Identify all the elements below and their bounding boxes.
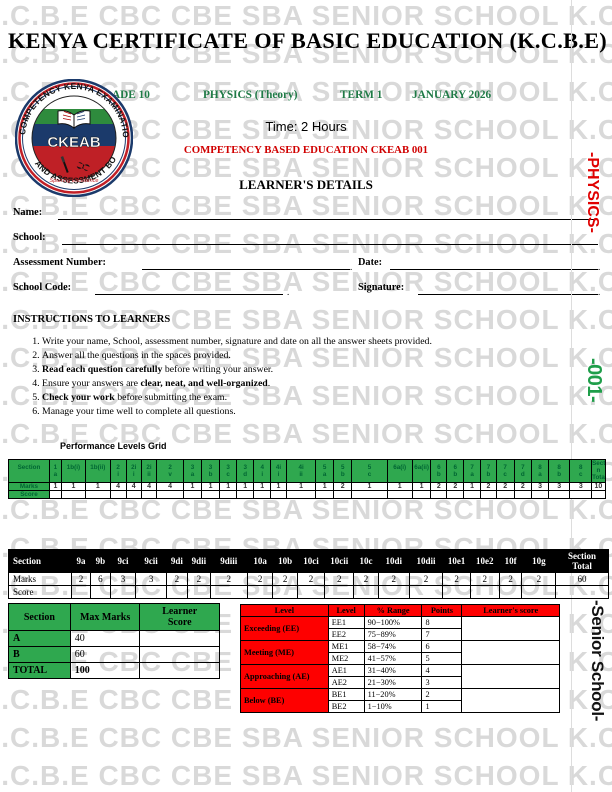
svg-text:Spurring Excellence: Spurring Excellence: [50, 178, 99, 184]
svg-text:CKEAB: CKEAB: [47, 134, 101, 151]
